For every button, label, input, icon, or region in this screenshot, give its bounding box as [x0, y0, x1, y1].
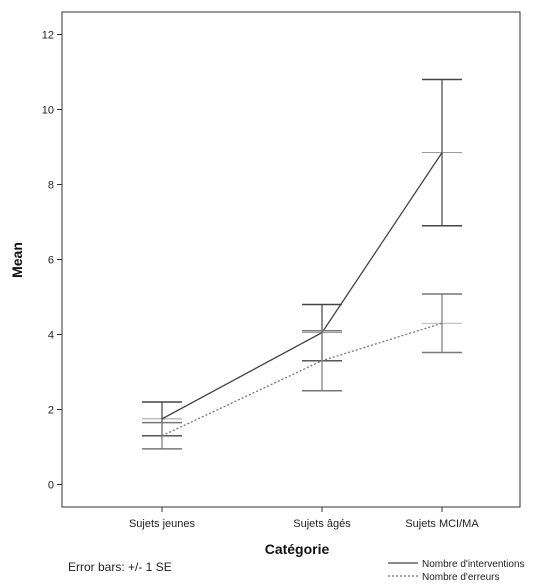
y-tick-label: 8	[48, 180, 54, 192]
y-axis: 0 2 4 6 8 10 12	[42, 30, 62, 492]
y-tick-label: 4	[48, 330, 54, 342]
legend-label: Nombre d'erreurs	[422, 572, 500, 583]
y-tick-label: 2	[48, 405, 54, 417]
x-axis-title: Catégorie	[265, 541, 330, 557]
y-tick-label: 6	[48, 255, 54, 267]
series-line	[161, 322, 443, 437]
x-tick-label: Sujets MCI/MA	[405, 518, 479, 530]
y-axis-title: Mean	[9, 242, 25, 278]
series-line	[161, 152, 443, 420]
y-tick-label: 12	[42, 30, 54, 42]
error-bar-note: Error bars: +/- 1 SE	[68, 560, 172, 574]
x-tick-label: Sujets âgés	[293, 518, 351, 530]
series-layer	[142, 78, 462, 450]
x-axis: Sujets jeunes Sujets âgés Sujets MCI/MA	[129, 507, 479, 530]
x-tick-label: Sujets jeunes	[129, 518, 196, 530]
plot-area-frame	[61, 11, 521, 508]
y-tick-label: 0	[48, 480, 54, 492]
legend-label: Nombre d'interventions	[422, 559, 525, 570]
legend: Nombre d'interventions Nombre d'erreurs	[388, 559, 525, 583]
y-tick-label: 10	[42, 105, 54, 117]
